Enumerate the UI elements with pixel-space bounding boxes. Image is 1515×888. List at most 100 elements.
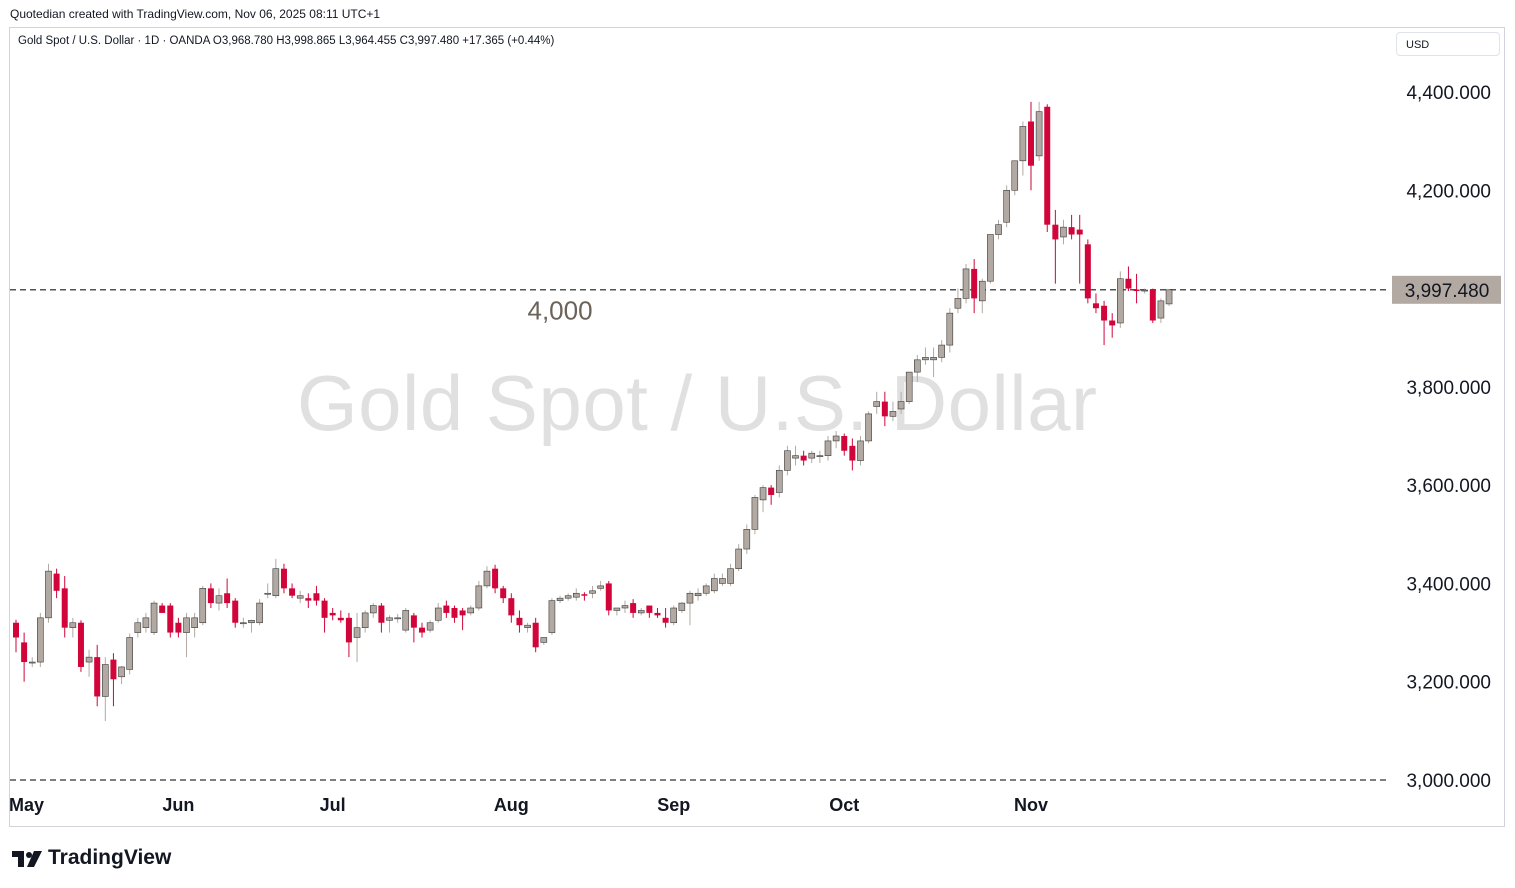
- candle-body: [434, 607, 442, 621]
- last-price-label: 3,997.480: [1405, 281, 1490, 302]
- x-axis-tick-label: Jun: [162, 795, 194, 815]
- candle-body: [443, 605, 450, 613]
- candle-body: [792, 455, 799, 459]
- candle-body: [630, 603, 637, 613]
- candle-body: [711, 578, 718, 592]
- candle-body: [45, 570, 52, 619]
- candle-body: [1141, 289, 1148, 292]
- candle-body: [94, 657, 101, 697]
- candle-body: [191, 617, 198, 628]
- candle-body: [126, 637, 133, 670]
- candle-body: [199, 588, 207, 624]
- candle-body: [808, 452, 816, 459]
- candle-body: [426, 622, 434, 631]
- candle-body: [102, 664, 109, 697]
- candle-body: [605, 583, 612, 611]
- candle-body: [451, 608, 458, 618]
- candle-body: [873, 401, 881, 407]
- candle-body: [1149, 290, 1156, 321]
- candle-body: [589, 590, 596, 594]
- candle-body: [548, 600, 556, 633]
- currency-selector[interactable]: USD: [1396, 32, 1500, 56]
- candle-body: [289, 588, 296, 596]
- candle-body: [378, 605, 385, 623]
- candle-body: [175, 622, 182, 633]
- candle-body: [662, 617, 669, 623]
- candle-body: [841, 436, 848, 451]
- tradingview-logo-icon: [12, 851, 42, 867]
- candle-body: [394, 617, 401, 620]
- candle-body: [922, 357, 929, 361]
- candle-body: [654, 612, 661, 616]
- candle-body: [369, 605, 377, 614]
- candle-body: [118, 666, 125, 678]
- candle-body: [946, 312, 954, 346]
- candle-body: [69, 622, 77, 628]
- candle-body: [686, 592, 694, 604]
- candle-body: [1084, 244, 1091, 299]
- footer-logo: TradingView: [12, 846, 171, 870]
- candle-body: [954, 298, 962, 309]
- candle-body: [1133, 289, 1140, 292]
- candle-body: [500, 588, 507, 599]
- candle-body: [232, 600, 239, 623]
- candle-body: [743, 529, 751, 550]
- candle-body: [889, 411, 897, 417]
- y-axis-tick-label: 3,000.000: [1406, 771, 1491, 792]
- candle-body: [483, 570, 491, 587]
- candle-body: [402, 610, 410, 631]
- candle-body: [240, 622, 247, 625]
- x-axis-tick-label: Oct: [829, 795, 859, 815]
- candle-body: [459, 610, 466, 616]
- candle-body: [775, 470, 783, 493]
- candle-body: [21, 642, 28, 663]
- last-price-tag: [1392, 275, 1501, 304]
- candle-body: [727, 568, 734, 584]
- candle-body: [751, 497, 759, 530]
- candle-body: [581, 594, 588, 596]
- chart-frame: [9, 27, 1505, 827]
- candle-body: [85, 656, 93, 663]
- candle-body: [1165, 289, 1173, 305]
- candle-body: [256, 602, 263, 624]
- candle-body: [345, 617, 352, 643]
- candle-body: [1044, 106, 1051, 225]
- y-axis-tick-label: 3,600.000: [1406, 476, 1491, 497]
- candle-body: [1035, 111, 1043, 157]
- candle-body: [637, 610, 645, 614]
- candle-body: [77, 622, 84, 667]
- candle-body: [159, 605, 166, 613]
- candle-body: [215, 595, 223, 604]
- y-axis-tick-label: 4,400.000: [1406, 83, 1491, 104]
- candle-body: [532, 622, 539, 648]
- y-axis-tick-label: 3,800.000: [1406, 378, 1491, 399]
- candle-body: [678, 602, 686, 611]
- candle-body: [784, 450, 791, 471]
- candle-body: [881, 401, 888, 417]
- x-axis-tick-label: Aug: [494, 795, 529, 815]
- candle-body: [735, 548, 742, 569]
- candle-body: [207, 588, 214, 604]
- candle-body: [142, 617, 150, 628]
- candle-body: [337, 617, 344, 621]
- candle-body: [816, 455, 824, 457]
- candle-body: [183, 617, 190, 633]
- candle-body: [646, 605, 653, 613]
- candle-body: [556, 597, 564, 601]
- y-axis-tick-label: 3,400.000: [1406, 574, 1491, 595]
- candle-body: [1109, 320, 1116, 326]
- symbol-legend: Gold Spot / U.S. Dollar · 1D · OANDA O3,…: [18, 35, 555, 47]
- candle-body: [768, 487, 775, 495]
- candle-body: [353, 627, 361, 638]
- candle-body: [361, 612, 369, 628]
- candle-body: [930, 357, 937, 361]
- candle-body: [321, 600, 328, 618]
- chart-credit: Quotedian created with TradingView.com, …: [10, 7, 381, 21]
- symbol-watermark: Gold Spot / U.S. Dollar: [297, 359, 1098, 447]
- candle-body: [670, 607, 678, 624]
- x-axis-tick-label: May: [9, 795, 44, 815]
- candle-body: [37, 617, 44, 663]
- candle-body: [264, 592, 272, 595]
- candle-body: [621, 605, 629, 609]
